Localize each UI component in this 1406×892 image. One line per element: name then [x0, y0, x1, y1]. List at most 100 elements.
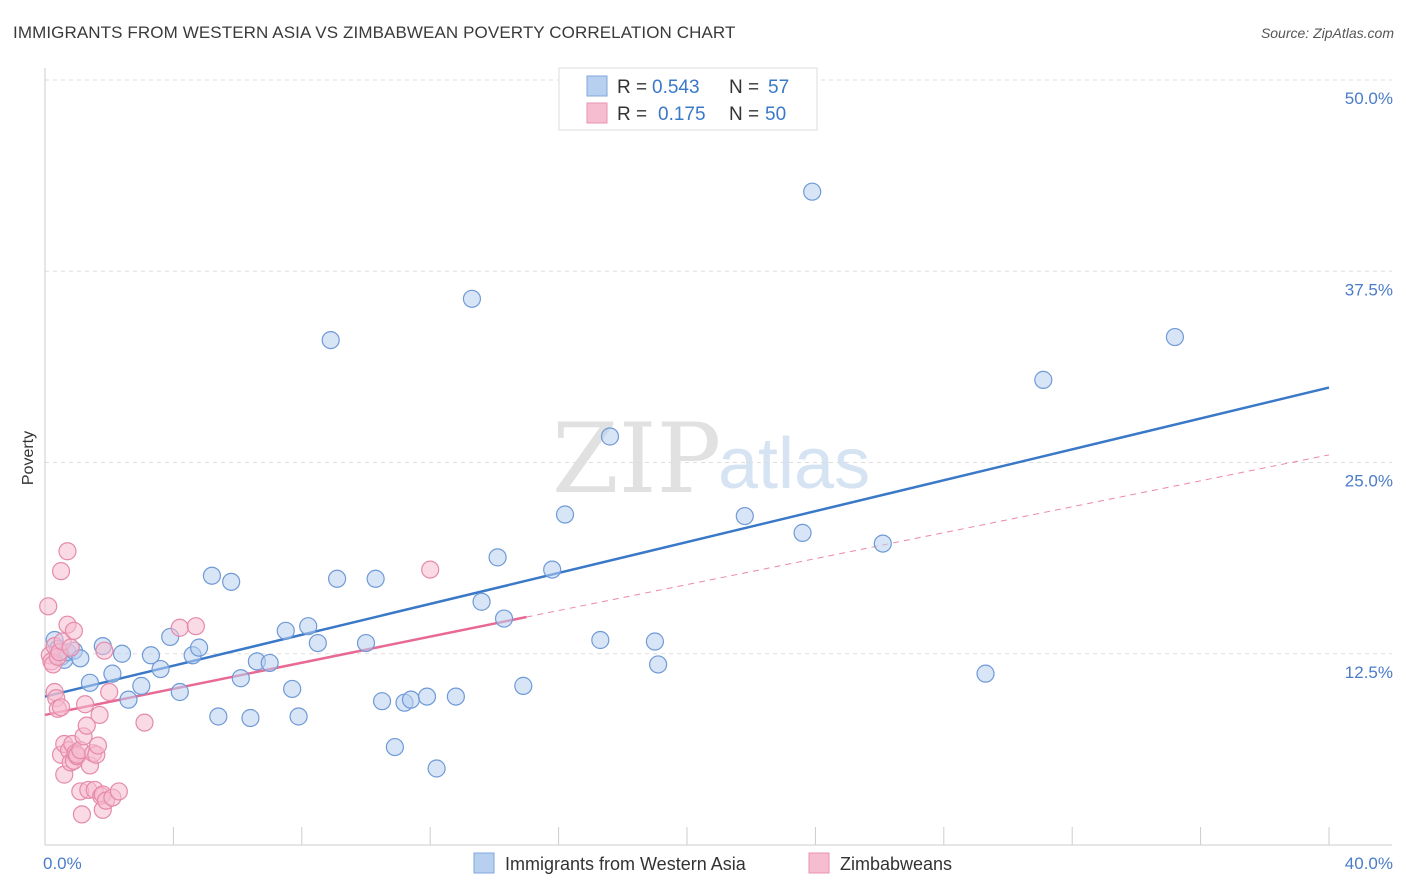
bottom-legend: Immigrants from Western Asia Zimbabweans [473, 852, 952, 874]
trend-line-western-asia [44, 386, 1330, 698]
point-zimbabweans-49 [170, 618, 189, 637]
point-zimbabweans-39 [90, 705, 109, 725]
point-western-asia-31 [321, 331, 340, 350]
point-western-asia-50 [600, 427, 620, 446]
point-zimbabweans-17 [58, 542, 77, 561]
legend-swatch-pink [586, 102, 608, 124]
point-western-asia-30 [308, 633, 327, 653]
point-western-asia-34 [366, 569, 385, 588]
y-tick-label-1: 25.0% [1345, 472, 1393, 491]
y-tick-label-0: 12.5% [1345, 663, 1393, 682]
point-western-asia-40 [427, 759, 446, 778]
point-zimbabweans-0 [39, 597, 58, 616]
point-zimbabweans-48 [135, 713, 154, 732]
legend-n-value-1: 57 [768, 77, 789, 98]
legend-n-label-2: N = [729, 104, 759, 125]
point-zimbabweans-45 [100, 682, 119, 702]
point-western-asia-27 [283, 679, 302, 699]
point-western-asia-42 [462, 289, 482, 308]
point-zimbabweans-43 [95, 641, 114, 660]
point-zimbabweans-50 [186, 617, 205, 636]
y-tick-label-2: 37.5% [1345, 280, 1393, 299]
watermark-atlas: atlas [718, 424, 870, 504]
legend-r-value-1: 0.543 [652, 77, 700, 98]
watermark-zip: ZIP [552, 403, 721, 515]
point-western-asia-21 [222, 572, 241, 591]
point-western-asia-51 [645, 632, 665, 651]
point-western-asia-22 [231, 669, 250, 688]
point-western-asia-28 [289, 707, 308, 726]
point-western-asia-48 [555, 505, 575, 524]
grid-lines [45, 79, 1392, 655]
legend-n-value-2: 50 [765, 104, 786, 125]
legend-r-label-1: R = [617, 77, 647, 98]
point-western-asia-56 [873, 534, 892, 553]
bottom-legend-label-pink: Zimbabweans [840, 854, 952, 874]
point-western-asia-9 [103, 664, 122, 683]
point-zimbabweans-51 [421, 560, 440, 579]
point-western-asia-13 [141, 646, 161, 665]
point-western-asia-39 [417, 687, 437, 706]
point-western-asia-26 [276, 621, 295, 640]
point-western-asia-58 [1034, 370, 1053, 389]
point-western-asia-41 [446, 687, 465, 706]
point-western-asia-38 [401, 690, 421, 709]
trend-line-zimbabweans-dashed [526, 454, 1330, 618]
y-tick-labels: 12.5% 25.0% 37.5% 50.0% [1345, 89, 1393, 682]
axes [44, 68, 1392, 846]
y-axis-label: Poverty [20, 431, 37, 485]
point-western-asia-32 [328, 569, 347, 588]
point-western-asia-36 [385, 737, 404, 757]
point-zimbabweans-31 [76, 695, 95, 714]
point-western-asia-29 [299, 617, 318, 636]
y-tick-label-3: 50.0% [1345, 89, 1393, 108]
x-tick-label-0: 0.0% [43, 854, 82, 873]
point-western-asia-54 [803, 182, 822, 201]
chart-title: IMMIGRANTS FROM WESTERN ASIA VS ZIMBABWE… [13, 23, 736, 42]
bottom-legend-swatch-pink [808, 852, 830, 874]
legend: R = 0.543 N = 57 R = 0.175 N = 50 [558, 67, 818, 131]
point-western-asia-10 [112, 644, 132, 663]
point-zimbabweans-22 [64, 621, 83, 640]
point-western-asia-19 [202, 566, 222, 585]
point-western-asia-16 [170, 682, 189, 702]
point-western-asia-45 [494, 609, 514, 628]
point-western-asia-12 [132, 676, 151, 695]
source-label: Source: ZipAtlas.com [1260, 25, 1394, 41]
x-tick-label-1: 40.0% [1345, 854, 1393, 873]
legend-swatch-blue [586, 75, 608, 97]
point-western-asia-25 [260, 653, 279, 673]
point-western-asia-47 [543, 560, 562, 579]
point-western-asia-46 [514, 676, 533, 695]
point-western-asia-59 [1165, 327, 1185, 347]
point-western-asia-23 [241, 708, 260, 728]
legend-r-label-2: R = [617, 104, 647, 125]
point-western-asia-52 [649, 655, 668, 674]
point-zimbabweans-32 [77, 716, 96, 735]
point-western-asia-33 [356, 633, 376, 653]
point-zimbabweans-10 [51, 562, 71, 581]
legend-r-value-2: 0.175 [658, 104, 706, 125]
point-western-asia-11 [119, 690, 138, 709]
point-zimbabweans-15 [51, 698, 71, 717]
point-zimbabweans-38 [88, 736, 108, 755]
point-western-asia-49 [591, 630, 610, 650]
legend-n-label-1: N = [729, 77, 759, 98]
bottom-legend-swatch-blue [473, 852, 495, 874]
point-western-asia-57 [976, 664, 995, 683]
point-western-asia-55 [793, 523, 812, 542]
point-western-asia-43 [472, 592, 491, 611]
point-western-asia-14 [151, 659, 170, 679]
x-tick-labels: 0.0% 40.0% [43, 854, 1393, 873]
point-zimbabweans-47 [109, 782, 128, 801]
point-western-asia-35 [372, 692, 392, 711]
point-zimbabweans-20 [61, 638, 80, 657]
point-western-asia-7 [80, 673, 100, 692]
data-points [39, 182, 1185, 824]
point-western-asia-20 [209, 707, 228, 726]
point-western-asia-18 [189, 638, 209, 657]
point-western-asia-44 [488, 548, 507, 567]
point-western-asia-53 [735, 506, 754, 526]
bottom-legend-label-blue: Immigrants from Western Asia [505, 854, 747, 874]
